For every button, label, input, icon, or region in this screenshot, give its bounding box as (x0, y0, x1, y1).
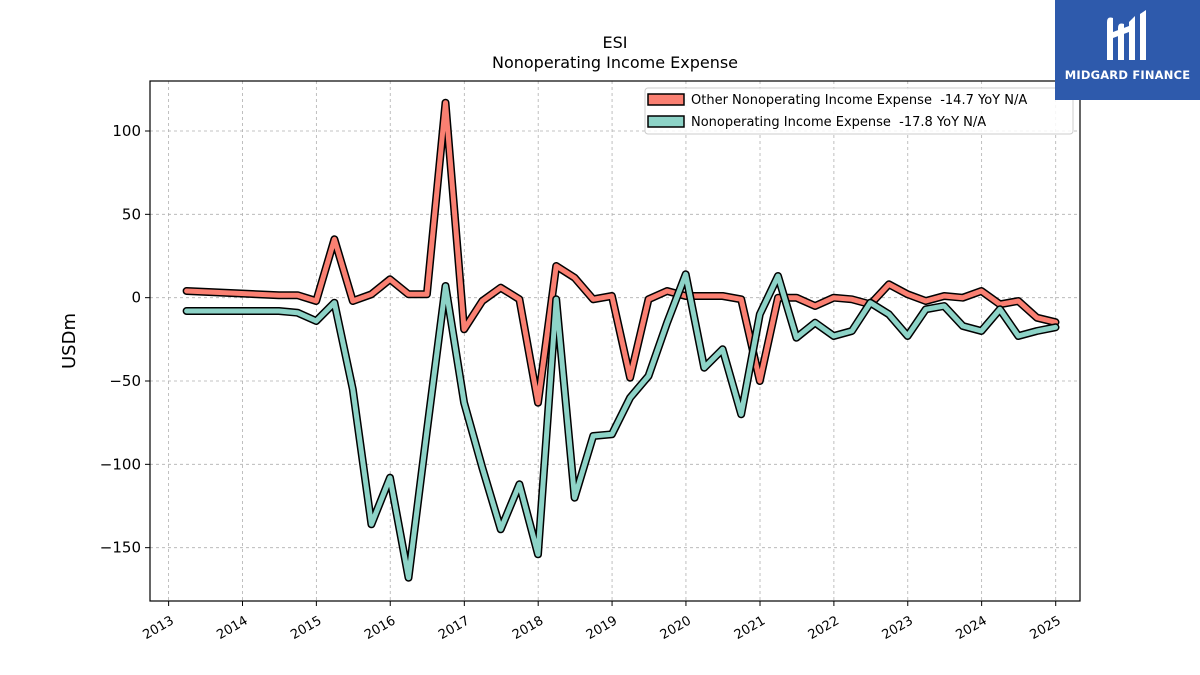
midgard-m-logo-icon (1107, 10, 1146, 60)
x-tick-label: 2013 (140, 613, 176, 643)
x-tick-label: 2018 (510, 613, 546, 643)
legend-box (644, 87, 1074, 135)
x-tick-label: 2019 (584, 613, 620, 643)
brand-logo: MIDGARD FINANCE (1055, 0, 1200, 100)
legend-label-total: Nonoperating Income Expense -17.8 YoY N/… (691, 115, 986, 130)
brand-name: MIDGARD FINANCE (1064, 68, 1191, 82)
grid-lines (150, 81, 1080, 601)
y-tick-label: −100 (100, 455, 141, 473)
series-outline-other-nonoperating (182, 98, 1060, 407)
x-tick-label: 2024 (953, 613, 989, 643)
x-tick-label: 2015 (288, 613, 324, 643)
series-line-other-nonoperating (184, 100, 1058, 406)
x-tick-label: 2016 (362, 613, 398, 643)
series-line-nonoperating (184, 271, 1058, 581)
legend-label-other: Other Nonoperating Income Expense -14.7 … (691, 93, 1027, 108)
y-tick-label: −150 (100, 539, 141, 557)
legend: Other Nonoperating Income Expense -14.7 … (644, 87, 1074, 135)
x-tick-label: 2014 (214, 613, 250, 643)
x-tick-label: 2020 (658, 613, 694, 643)
chart-subtitle: Nonoperating Income Expense (492, 53, 738, 72)
y-tick-label: 0 (131, 289, 141, 307)
legend-swatch-total (647, 115, 685, 128)
x-tick-label: 2025 (1028, 613, 1064, 643)
y-axis-label: USDm (59, 313, 80, 369)
legend-swatch-other (647, 93, 685, 106)
plot-series (182, 98, 1060, 582)
x-tick-label: 2023 (880, 613, 916, 643)
y-tick-label: 100 (112, 122, 141, 140)
chart-title: ESI (603, 33, 628, 52)
x-tick-label: 2022 (806, 613, 842, 643)
y-axis: 100 50 0 −50 −100 −150 (100, 122, 150, 557)
y-tick-label: 50 (122, 205, 141, 223)
plot-frame (149, 80, 1081, 602)
y-tick-label: −50 (109, 372, 141, 390)
x-tick-label: 2021 (732, 613, 768, 643)
x-axis: 2013 2014 2015 2016 2017 2018 2019 2020 2021 2022… (140, 601, 1064, 643)
x-tick-label: 2017 (436, 613, 472, 643)
